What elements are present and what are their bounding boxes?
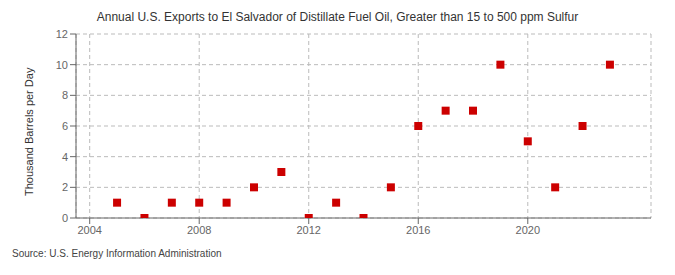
html-text:Annual U.S. Exports to El Salv: Annual U.S. Exports to El Salvador of Di… bbox=[96, 10, 579, 24]
svg-text:2: 2 bbox=[62, 181, 68, 193]
svg-text:Thousand Barrels per Day: Thousand Barrels per Day bbox=[23, 67, 35, 196]
svg-text:0: 0 bbox=[62, 212, 68, 224]
svg-text:2008: 2008 bbox=[187, 224, 211, 236]
html-text:Source: U.S. Energy Informatio: Source: U.S. Energy Information Administ… bbox=[12, 248, 222, 259]
svg-text:8: 8 bbox=[62, 89, 68, 101]
svg-text:2012: 2012 bbox=[296, 224, 320, 236]
svg-text:4: 4 bbox=[62, 151, 68, 163]
svg-text:10: 10 bbox=[56, 59, 68, 71]
svg-text:12: 12 bbox=[56, 28, 68, 40]
svg-text:2016: 2016 bbox=[406, 224, 430, 236]
svg-text:6: 6 bbox=[62, 120, 68, 132]
svg-text:2004: 2004 bbox=[77, 224, 101, 236]
svg-text:2020: 2020 bbox=[516, 224, 540, 236]
